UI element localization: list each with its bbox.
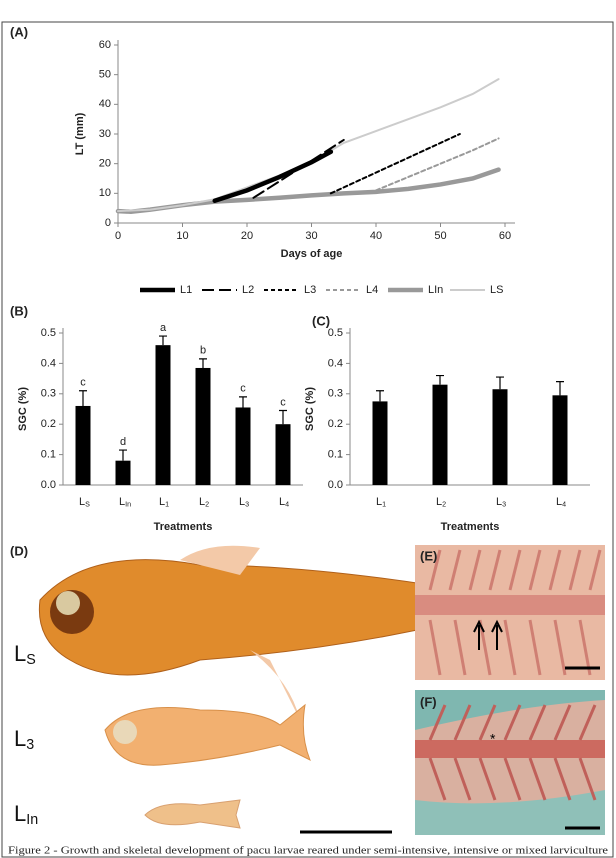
legend-label: L4 [366, 284, 378, 296]
bar [372, 401, 388, 485]
y-tick-label: 0.1 [328, 449, 343, 461]
x-tick-label: L4 [556, 496, 566, 508]
y-tick-label: 10 [99, 187, 111, 199]
y-tick-label: 50 [99, 69, 111, 81]
x-tick-label: LS [79, 496, 90, 508]
x-axis-label: Treatments [154, 521, 213, 533]
x-tick-label: L4 [279, 496, 289, 508]
annotation: c [80, 377, 86, 389]
legend-label: LIn [428, 284, 443, 296]
error-bar [79, 390, 87, 406]
y-tick-label: 40 [99, 98, 111, 110]
y-tick-label: 0.2 [41, 418, 56, 430]
series-line [252, 138, 345, 199]
legend-label: LS [490, 284, 503, 296]
frame [1, 21, 614, 858]
photo-label: LS [14, 641, 36, 668]
x-tick-label: 20 [241, 230, 253, 242]
legend-label: L3 [304, 284, 316, 296]
svg-text:*: * [490, 731, 496, 747]
y-tick-label: 0.2 [328, 418, 343, 430]
y-tick-label: 0.4 [328, 357, 343, 369]
photo-d [38, 545, 502, 834]
x-tick-label: 50 [434, 230, 446, 242]
bar [115, 460, 131, 485]
x-tick-label: 30 [305, 230, 317, 242]
x-tick-label: L3 [496, 496, 506, 508]
panel-label: (C) [312, 313, 330, 328]
x-axis-label: Treatments [441, 521, 500, 533]
error-bar [436, 374, 444, 385]
annotation: d [120, 436, 126, 448]
y-tick-label: 0.0 [41, 479, 56, 491]
x-tick-label: L2 [436, 496, 446, 508]
y-tick-label: 60 [99, 39, 111, 51]
panel-label: (F) [420, 694, 437, 709]
bar [275, 424, 291, 485]
y-axis-label: LT (mm) [74, 112, 86, 155]
y-tick-label: 0 [105, 217, 111, 229]
x-tick-label: L2 [199, 496, 209, 508]
error-bar [376, 390, 384, 402]
annotation: a [160, 322, 167, 334]
series-line [375, 137, 500, 192]
y-tick-label: 30 [99, 128, 111, 140]
panel-label: (B) [10, 303, 28, 318]
panel-label: (A) [10, 24, 28, 39]
bar [235, 407, 251, 485]
y-tick-label: 0.3 [328, 388, 343, 400]
series-line [117, 78, 500, 213]
annotation: c [280, 396, 286, 408]
error-bar [119, 449, 127, 461]
annotation: c [240, 383, 246, 395]
error-bar [496, 376, 504, 390]
y-tick-label: 0.0 [328, 479, 343, 491]
x-tick-label: 60 [499, 230, 511, 242]
bar [155, 345, 171, 485]
y-axis-label: SGC (%) [304, 387, 316, 431]
y-axis-label: SGC (%) [17, 387, 29, 431]
bar [432, 384, 448, 485]
x-axis-label: Days of age [281, 248, 343, 260]
x-tick-label: LIn [119, 496, 131, 508]
bar [75, 405, 91, 485]
error-bar [199, 358, 207, 368]
y-tick-label: 0.4 [41, 357, 56, 369]
y-tick-label: 0.1 [41, 449, 56, 461]
legend-label: L1 [180, 284, 192, 296]
annotation: b [200, 345, 206, 357]
caption: Figure 2 - Growth and skeletal developme… [8, 845, 608, 857]
y-tick-label: 0.5 [41, 327, 56, 339]
error-bar [239, 396, 247, 408]
bar [552, 395, 568, 485]
panel-label: (E) [420, 548, 437, 563]
bar [492, 389, 508, 485]
error-bar [556, 381, 564, 396]
x-tick-label: L1 [376, 496, 386, 508]
legend-label: L2 [242, 284, 254, 296]
x-tick-label: 40 [370, 230, 382, 242]
error-bar [279, 409, 287, 425]
photo-f: * [415, 690, 605, 835]
error-bar [159, 335, 167, 346]
y-tick-label: 0.5 [328, 327, 343, 339]
photo-label: LIn [14, 801, 38, 828]
y-tick-label: 20 [99, 158, 111, 170]
x-tick-label: 0 [115, 230, 121, 242]
x-tick-label: L3 [239, 496, 249, 508]
photo-label: L3 [14, 726, 34, 753]
x-tick-label: L1 [159, 496, 169, 508]
panel-label: (D) [10, 543, 28, 558]
x-tick-label: 10 [176, 230, 188, 242]
bar [195, 367, 211, 485]
y-tick-label: 0.3 [41, 388, 56, 400]
series-line [329, 133, 461, 195]
photo-e [415, 545, 605, 680]
series-line [212, 149, 334, 203]
